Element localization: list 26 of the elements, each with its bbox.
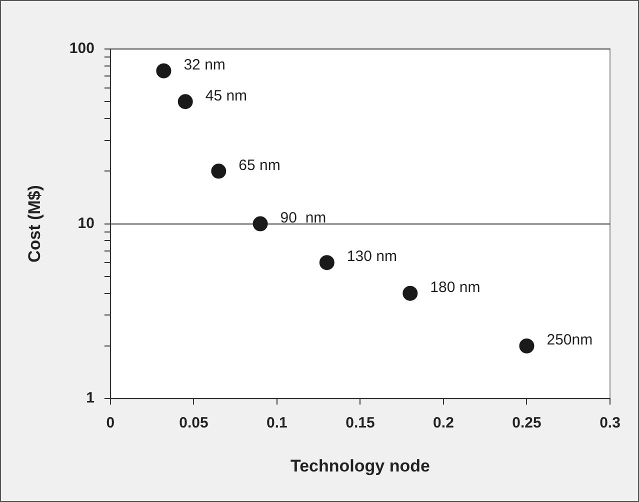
y-tick-label: 100 [69,40,94,58]
annotation: 130 nm [346,248,397,266]
point [519,338,534,354]
annotation: 90 nm [280,209,326,226]
x-tick-label: 0.15 [346,414,375,432]
y-tick-label: 1 [86,390,94,407]
x-tick-label: 0.05 [179,414,208,432]
point [402,286,418,301]
annotation: 32 nm [184,56,226,74]
annotation: 250nm [546,332,593,349]
y-tick-label: 10 [78,214,94,232]
point [211,164,226,179]
x-axis-title: Technology node [290,456,430,476]
x-tick-label: 0.1 [266,414,288,432]
x-tick-label: 0.3 [600,414,620,432]
x-tick-label: 0 [106,414,115,432]
annotation: 65 nm [238,156,280,174]
y-axis-title: Cost (M$) [24,185,44,263]
point [319,255,334,270]
x-tick-label: 0.2 [433,414,454,432]
point [178,94,193,110]
annotation: 45 nm [205,87,248,104]
annotation: 180 nm [430,279,480,296]
point [156,63,172,78]
point [252,216,268,232]
x-tick-label: 0.25 [512,414,542,432]
